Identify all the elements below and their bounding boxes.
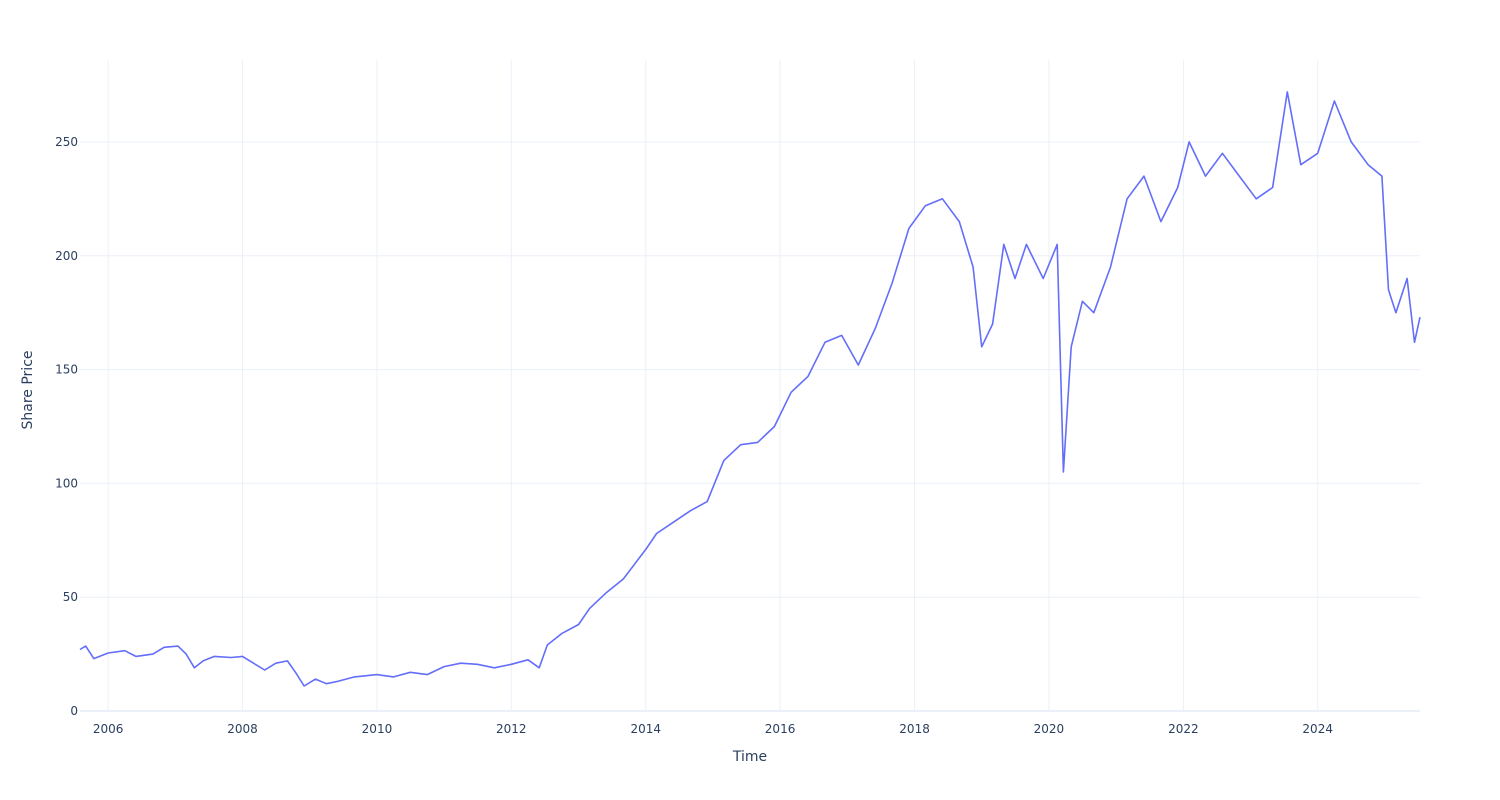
x-gridlines xyxy=(107,60,1319,711)
x-tick-label: 2010 xyxy=(362,722,393,736)
y-tick-label: 50 xyxy=(63,590,78,604)
series-layer xyxy=(79,91,1421,687)
x-tick-label: 2022 xyxy=(1168,722,1199,736)
x-tick-label: 2012 xyxy=(496,722,527,736)
x-tick-label: 2006 xyxy=(93,722,124,736)
x-tick-label: 2016 xyxy=(765,722,796,736)
y-tick-label: 150 xyxy=(55,363,78,377)
y-tick-label: 0 xyxy=(70,704,78,718)
x-tick-label: 2008 xyxy=(227,722,258,736)
y-tick-label: 250 xyxy=(55,135,78,149)
y-axis-title: Share Price xyxy=(20,350,36,429)
x-tick-label: 2024 xyxy=(1302,722,1333,736)
x-tick-label: 2014 xyxy=(630,722,661,736)
series-line xyxy=(79,91,1421,687)
x-axis-title: Time xyxy=(732,749,767,765)
x-tick-labels: 2006 2008 2010 2012 2014 2016 2018 2020 2022 2024 xyxy=(93,722,1333,736)
y-tick-label: 100 xyxy=(55,476,78,490)
x-tick-label: 2018 xyxy=(899,722,930,736)
y-tick-labels: 0 50 100 150 200 250 xyxy=(55,135,78,718)
y-gridlines xyxy=(80,141,1420,712)
y-tick-label: 200 xyxy=(55,249,78,263)
x-tick-label: 2020 xyxy=(1034,722,1065,736)
